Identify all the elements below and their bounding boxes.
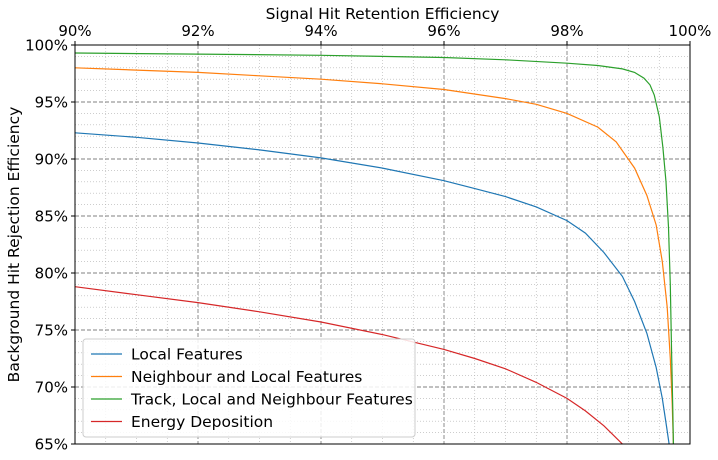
legend-label-1: Local Features [131, 346, 243, 364]
series-line-3 [75, 52, 674, 444]
x-tick-label: 96% [427, 22, 460, 40]
series-line-4 [75, 286, 623, 444]
legend-label-3: Track, Local and Neighbour Features [130, 391, 413, 409]
x-tick-label: 90% [58, 22, 91, 40]
series-line-1 [75, 132, 670, 444]
series-line-2 [75, 67, 674, 444]
y-tick-label: 65% [35, 436, 68, 454]
plot-frame [74, 44, 691, 445]
legend-label-2: Neighbour and Local Features [131, 368, 362, 386]
y-tick-label: 90% [35, 151, 68, 169]
y-tick-label: 80% [35, 265, 68, 283]
y-tick-label: 100% [25, 37, 68, 55]
x-tick-label: 92% [181, 22, 214, 40]
x-tick-label: 94% [304, 22, 337, 40]
y-axis-title: Background Hit Rejection Efficiency [5, 107, 23, 383]
y-tick-label: 85% [35, 208, 68, 226]
legend: Local Features Neighbour and Local Featur… [82, 338, 416, 438]
legend-label-4: Energy Deposition [131, 413, 273, 431]
y-tick-label: 75% [35, 322, 68, 340]
series-layer [75, 52, 674, 444]
ticks: 90% 92% 94% 96% 98% 100% 65% 70% 75% 80% 85% 90% 95%… [25, 22, 711, 454]
legend-box [82, 338, 416, 438]
x-axis-title: Signal Hit Retention Efficiency [266, 5, 500, 23]
x-tick-label: 100% [669, 22, 712, 40]
x-tick-label: 98% [550, 22, 583, 40]
y-tick-label: 95% [35, 94, 68, 112]
y-tick-label: 70% [35, 379, 68, 397]
